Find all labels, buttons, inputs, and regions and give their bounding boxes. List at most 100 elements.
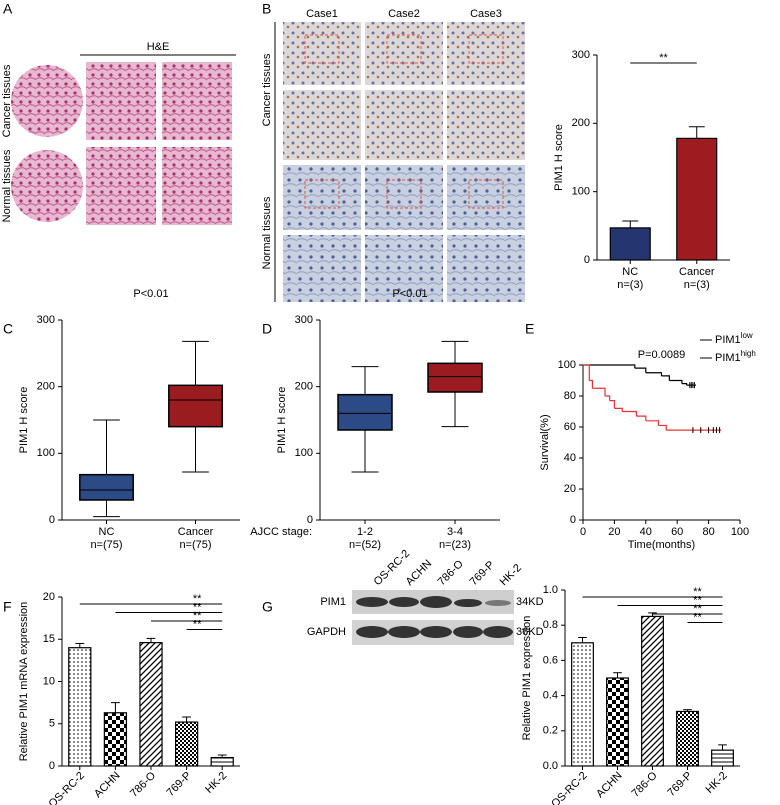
annotation: P<0.01 <box>392 288 427 300</box>
panel-label: E <box>525 321 534 337</box>
significance-label: ** <box>193 593 202 605</box>
significance-label: ** <box>693 603 702 615</box>
y-tick-label: 300 <box>37 314 55 326</box>
survival-step <box>592 387 606 396</box>
survival-step <box>622 410 637 417</box>
x-tick-label: 100 <box>731 526 749 538</box>
y-tick-label: 1.0 <box>543 584 558 596</box>
lane-label: ACHN <box>404 558 435 589</box>
band-label: GAPDH <box>307 626 346 638</box>
x-tick-label: 769-P <box>665 770 694 799</box>
stain-header: H&E <box>147 41 170 53</box>
x-tick-label: 3-4 <box>447 526 463 538</box>
legend-label: PIM1high <box>715 349 756 364</box>
significance-label: ** <box>693 586 702 598</box>
x-tick-label: Cancer <box>178 526 214 538</box>
x-tick-label: 769-P <box>165 770 194 799</box>
legend-sup: high <box>741 349 756 358</box>
legend-label: PIM1low <box>715 331 753 346</box>
case-label: Case2 <box>388 8 420 20</box>
y-tick-label: 40 <box>564 452 576 464</box>
legend-sup: low <box>741 331 753 340</box>
box <box>427 362 483 393</box>
survival-step <box>645 420 659 426</box>
box <box>79 473 134 501</box>
y-tick-label: 0.8 <box>543 619 558 631</box>
case-label: Case3 <box>470 8 502 20</box>
significance-label: ** <box>659 52 668 64</box>
y-tick-label: 0 <box>49 514 55 526</box>
survival-step <box>636 415 647 421</box>
x-axis-label: Time(months) <box>628 539 695 551</box>
panel-label: G <box>262 599 273 615</box>
band-label: PIM1 <box>320 596 346 608</box>
n-label: n=(3) <box>617 279 643 291</box>
panel-label: D <box>262 321 272 337</box>
y-tick-label: 100 <box>295 447 313 459</box>
survival-step <box>604 395 611 401</box>
annotation: P<0.01 <box>133 288 168 300</box>
y-tick-label: 200 <box>37 381 55 393</box>
x-tick-label: 80 <box>702 526 714 538</box>
bar <box>68 647 92 767</box>
x-tick-label: NC <box>622 266 638 278</box>
survival-step <box>589 379 594 389</box>
x-tick-label: ACHN <box>92 770 123 801</box>
ihc-images <box>274 22 525 302</box>
x-tick-label: 786-O <box>128 769 158 799</box>
y-tick-label: 5 <box>49 718 55 730</box>
survival-step <box>669 379 683 384</box>
size-label: 34KD <box>516 596 544 608</box>
n-label: n=(3) <box>684 279 710 291</box>
row-label: Cancer tissues <box>1 64 13 137</box>
y-axis-label: Relative PIM1 mRNA expression <box>18 602 30 762</box>
y-axis-label: Survival(%) <box>539 414 551 470</box>
x-tick-label: OS-RC-2 <box>47 770 87 805</box>
survival-step <box>658 424 667 431</box>
n-label: n=(23) <box>439 539 471 551</box>
y-tick-label: 0.2 <box>543 725 558 737</box>
bar <box>641 615 664 767</box>
x-tick-label: NC <box>99 526 115 538</box>
x-tick-label: 60 <box>671 526 683 538</box>
panel-label: F <box>3 599 12 615</box>
x-axis-label: AJCC stage: <box>250 526 312 538</box>
row-label: Normal tissues <box>1 149 13 222</box>
n-label: n=(75) <box>179 539 211 551</box>
y-axis-label: Relative PIM1 expression <box>521 616 533 741</box>
x-tick-label: OS-RC-2 <box>549 770 589 805</box>
significance-label: ** <box>193 601 202 613</box>
lane-label: 786-O <box>436 558 466 588</box>
y-tick-label: 20 <box>43 591 55 603</box>
y-axis-label: PIM1 H score <box>18 387 30 454</box>
western-blot <box>352 590 514 645</box>
y-tick-label: 0 <box>307 514 313 526</box>
bar <box>174 721 199 767</box>
y-tick-label: 100 <box>572 186 590 198</box>
x-tick-label: ACHN <box>594 770 625 801</box>
he-images <box>11 54 236 225</box>
survival-step <box>645 372 663 376</box>
bar <box>609 227 651 261</box>
survival-step <box>681 383 688 386</box>
y-axis-label: PIM1 H score <box>276 387 288 454</box>
box <box>168 384 223 428</box>
survival-step <box>583 364 636 369</box>
y-tick-label: 10 <box>43 675 55 687</box>
x-tick-label: HK-2 <box>203 770 229 796</box>
y-tick-label: 300 <box>295 314 313 326</box>
y-tick-label: 100 <box>37 447 55 459</box>
panel-label: B <box>262 1 271 17</box>
y-axis-label: PIM1 H score <box>553 124 565 191</box>
y-tick-label: 300 <box>572 49 590 61</box>
x-tick-label: 1-2 <box>357 526 373 538</box>
x-tick-label: HK-2 <box>703 770 729 796</box>
x-tick-label: Cancer <box>679 266 715 278</box>
bar <box>676 137 718 261</box>
y-tick-label: 200 <box>295 381 313 393</box>
size-label: 36KD <box>516 626 544 638</box>
bar <box>571 642 594 767</box>
y-tick-label: 15 <box>43 633 55 645</box>
y-tick-label: 0.4 <box>543 690 558 702</box>
x-tick-label: 786-O <box>630 769 660 799</box>
